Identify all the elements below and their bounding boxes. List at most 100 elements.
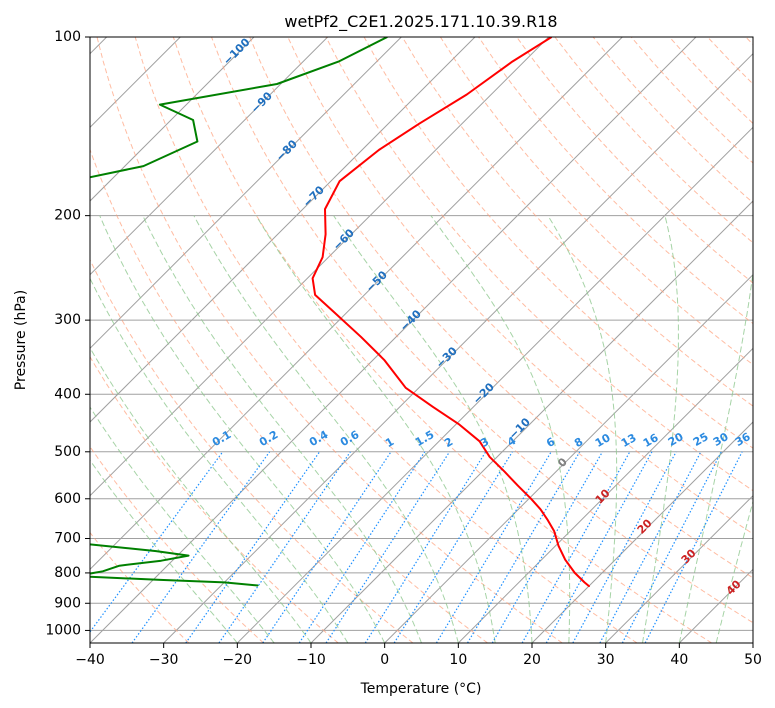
y-tick-label: 600 bbox=[54, 491, 81, 507]
isotherm-line bbox=[457, 347, 753, 643]
dewpoint-point bbox=[142, 165, 144, 167]
temperature-point bbox=[517, 485, 519, 487]
x-tick-label: −20 bbox=[223, 652, 253, 668]
dewpoint-point bbox=[187, 555, 190, 557]
temperature-point bbox=[322, 256, 324, 258]
mixing-ratio-line bbox=[364, 451, 487, 643]
moist-adiabat bbox=[90, 277, 349, 643]
plot-frame bbox=[89, 36, 754, 644]
mixing-ratio-line bbox=[393, 451, 513, 643]
dry-adiabat bbox=[211, 37, 753, 624]
dry-adiabat bbox=[134, 37, 638, 643]
isotherm-line bbox=[90, 37, 476, 423]
y-tick-label: 300 bbox=[54, 312, 81, 328]
moist-adiabat bbox=[715, 499, 753, 643]
dry-adiabat bbox=[325, 37, 753, 492]
y-tick-label: 900 bbox=[54, 595, 81, 611]
moist-adiabat bbox=[678, 268, 753, 643]
dry-adiabat bbox=[401, 37, 753, 407]
mixing-ratio-line bbox=[644, 451, 743, 643]
temperature-point bbox=[530, 498, 532, 500]
temperature-point bbox=[511, 61, 513, 63]
x-tick-label: −30 bbox=[149, 652, 179, 668]
mixing-ratio-line bbox=[599, 451, 702, 643]
moist-adiabat bbox=[193, 215, 459, 643]
isotherm-line bbox=[90, 37, 623, 571]
temperature-point bbox=[360, 336, 362, 338]
temperature-point bbox=[539, 508, 542, 510]
temperature-point bbox=[546, 518, 548, 521]
mixing-ratio-line bbox=[131, 451, 271, 643]
isotherm-line bbox=[163, 52, 753, 643]
temperature-point bbox=[489, 456, 491, 458]
mixing-ratio-line bbox=[521, 451, 631, 643]
temperature-point bbox=[314, 294, 316, 296]
mixing-ratio-line bbox=[218, 451, 351, 643]
dewpoint-point bbox=[102, 570, 104, 572]
dry-adiabat bbox=[90, 355, 339, 643]
temperature-point bbox=[324, 208, 326, 210]
mixing-ratio-line bbox=[621, 451, 722, 643]
temperature-point bbox=[588, 585, 590, 588]
mixing-ratio-line bbox=[325, 451, 451, 643]
isotherm-line bbox=[605, 494, 753, 643]
temperature-point bbox=[418, 123, 420, 125]
dry-adiabat bbox=[172, 37, 712, 643]
dewpoint-point bbox=[192, 119, 194, 121]
dry-adiabat bbox=[90, 148, 488, 643]
moist-adiabat bbox=[547, 215, 618, 643]
isotherm-line bbox=[531, 421, 753, 643]
isotherm-line bbox=[236, 126, 753, 643]
y-axis-title: Pressure (hPa) bbox=[13, 290, 29, 390]
isotherm-line bbox=[90, 37, 329, 276]
mixing-ratio-line bbox=[90, 451, 224, 633]
x-tick-label: −40 bbox=[75, 652, 105, 668]
temperature-point bbox=[339, 180, 341, 182]
mixing-ratio-line bbox=[435, 451, 552, 643]
moist-adiabat bbox=[255, 215, 496, 643]
temperature-point bbox=[383, 359, 385, 361]
y-tick-label: 800 bbox=[54, 565, 81, 581]
y-tick-label: 400 bbox=[54, 386, 81, 402]
moist-adiabat bbox=[142, 215, 422, 643]
x-tick-label: 10 bbox=[449, 652, 467, 668]
x-tick-label: −10 bbox=[296, 652, 326, 668]
temperature-point bbox=[405, 387, 407, 389]
temperature-point bbox=[564, 559, 566, 561]
temperature-point bbox=[466, 93, 468, 96]
dry-adiabat bbox=[249, 37, 753, 579]
mixing-ratio-line bbox=[572, 451, 677, 643]
temperature-point bbox=[378, 149, 380, 151]
y-tick-label: 1000 bbox=[45, 622, 81, 638]
y-axis: 100 200 300 400 500 600 700 800 900 1000 bbox=[45, 29, 90, 638]
isotherm-line bbox=[384, 273, 753, 643]
temperature-point bbox=[312, 277, 314, 279]
dewpoint-point bbox=[159, 579, 162, 581]
temperature-point bbox=[574, 572, 576, 574]
y-tick-label: 200 bbox=[54, 208, 81, 224]
dry-adiabat bbox=[90, 531, 190, 643]
y-tick-label: 500 bbox=[54, 444, 81, 460]
x-tick-label: 40 bbox=[670, 652, 688, 668]
isotherm-line bbox=[90, 37, 255, 202]
moist-adiabat bbox=[90, 459, 238, 643]
mixing-ratio-line bbox=[545, 451, 653, 643]
moist-adiabat bbox=[642, 215, 679, 643]
temperature-point bbox=[553, 530, 555, 532]
x-tick-label: 30 bbox=[597, 652, 615, 668]
temperature-point bbox=[325, 233, 327, 235]
x-tick-label: 0 bbox=[380, 652, 389, 668]
temperature-point bbox=[332, 310, 334, 312]
moist-adiabat bbox=[90, 346, 312, 643]
dewpoint-point bbox=[257, 584, 259, 587]
dewpoint-point bbox=[160, 560, 162, 562]
dewpoint-point bbox=[276, 83, 278, 85]
dewpoint-point bbox=[118, 565, 120, 567]
isotherm-line bbox=[90, 37, 697, 643]
isotherm-line bbox=[90, 37, 402, 350]
y-tick-label: 700 bbox=[54, 531, 81, 547]
dewpoint-point bbox=[196, 140, 198, 143]
dewpoint-point bbox=[155, 550, 157, 552]
temperature-point bbox=[479, 440, 481, 442]
